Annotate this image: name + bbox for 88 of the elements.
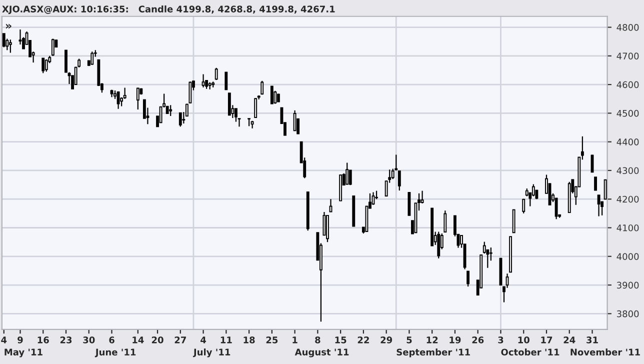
candlestick [274, 90, 277, 104]
y-tick-label: 4800 [616, 24, 639, 31]
candlestick [51, 38, 54, 56]
candlestick [228, 92, 231, 116]
x-tick-label: 26 [472, 336, 484, 344]
x-tick-label: 16 [38, 336, 49, 344]
y-tick-label: 4500 [616, 110, 639, 117]
candlestick [293, 110, 296, 132]
x-tick-label: 18 [244, 336, 255, 344]
x-tick-label: 6 [109, 336, 114, 344]
candlestick [169, 104, 172, 117]
text: August '11 [294, 348, 349, 358]
x-tick-label: 22 [358, 336, 369, 344]
candlestick [260, 80, 264, 96]
x-tick-label: 5 [406, 336, 412, 344]
candlestick [408, 192, 411, 216]
candlestick [522, 198, 526, 214]
candlestick [482, 241, 486, 254]
x-tick-label: 3 [498, 336, 504, 344]
candlestick [466, 270, 470, 288]
candlestick [391, 168, 394, 180]
candlestick [116, 90, 120, 110]
x-tick-label: 8 [315, 336, 320, 344]
y-tick-label: 3800 [617, 310, 639, 318]
candlestick [8, 39, 12, 54]
x-tick-label: 23 [60, 336, 72, 344]
x-tick-label: 19 [450, 336, 461, 344]
candlestick [2, 33, 6, 48]
y-tick-label: 4100 [616, 224, 639, 232]
candlestick [420, 190, 424, 204]
x-tick-label: 31 [586, 336, 598, 344]
candlestick [44, 58, 48, 72]
candlestick [136, 87, 140, 110]
x-tick-label: 20 [152, 336, 164, 344]
x-tick-label: 25 [266, 336, 278, 344]
y-tick-label: 4200 [616, 196, 639, 203]
candlestick [90, 51, 94, 66]
candlestick [597, 194, 600, 217]
candlestick [444, 210, 447, 233]
x-tick-label: 14 [132, 336, 144, 344]
candlestick [326, 214, 329, 243]
text: June '11 [94, 348, 136, 358]
y-tick-label: 4400 [616, 138, 639, 146]
candlestick [238, 118, 241, 128]
x-tick-label: 24 [564, 336, 576, 344]
candlestick [224, 72, 228, 90]
candlestick [512, 209, 516, 234]
chart-title: XJO.ASX@AUX: 10:16:35: Candle 4199.8, 4268.8, 4199.8, 4267.1 [2, 5, 335, 14]
y-tick-label: 3900 [617, 282, 639, 289]
candlestick [270, 86, 274, 104]
x-tick-label: 17 [541, 336, 552, 344]
x-tick-label: 12 [426, 336, 438, 344]
x-tick-label: 9 [18, 336, 23, 344]
candlestick [398, 170, 401, 192]
candlestick [188, 81, 192, 104]
x-tick-label: 30 [83, 336, 95, 344]
candlestick [234, 108, 238, 122]
candlestick [346, 162, 349, 185]
candlestick [18, 29, 22, 46]
text: November '11 [570, 348, 640, 356]
candlestick [489, 246, 492, 262]
x-tick-label: 4 [200, 336, 206, 344]
candlestick [178, 112, 182, 128]
annotation: » [6, 24, 12, 29]
x-tick-label: 15 [335, 336, 346, 344]
candlestick [590, 154, 594, 173]
candlestick [254, 97, 258, 118]
y-tick-label: 4000 [616, 253, 639, 260]
x-tick-label: 11 [220, 336, 232, 344]
x-tick-label: 29 [380, 336, 392, 344]
x-tick-label: 1 [292, 336, 298, 344]
candlestick [202, 74, 205, 88]
candlestick [348, 170, 352, 186]
candlestick [532, 184, 535, 197]
x-tick-label: 4 [1, 336, 7, 344]
text: May '11 [4, 348, 42, 358]
candlestick [554, 198, 558, 220]
candlestick [42, 58, 45, 74]
x-tick-label: 27 [174, 336, 186, 344]
candlestick [214, 67, 218, 81]
y-tick-label: 4600 [616, 81, 639, 88]
text: September '11 [396, 348, 470, 358]
text: October '11 [501, 348, 560, 356]
text: July '11 [192, 348, 230, 358]
y-tick-label: 4700 [616, 52, 639, 60]
x-tick-label: 10 [518, 336, 530, 344]
y-tick-label: 4300 [616, 167, 639, 174]
candlestick [437, 231, 440, 259]
